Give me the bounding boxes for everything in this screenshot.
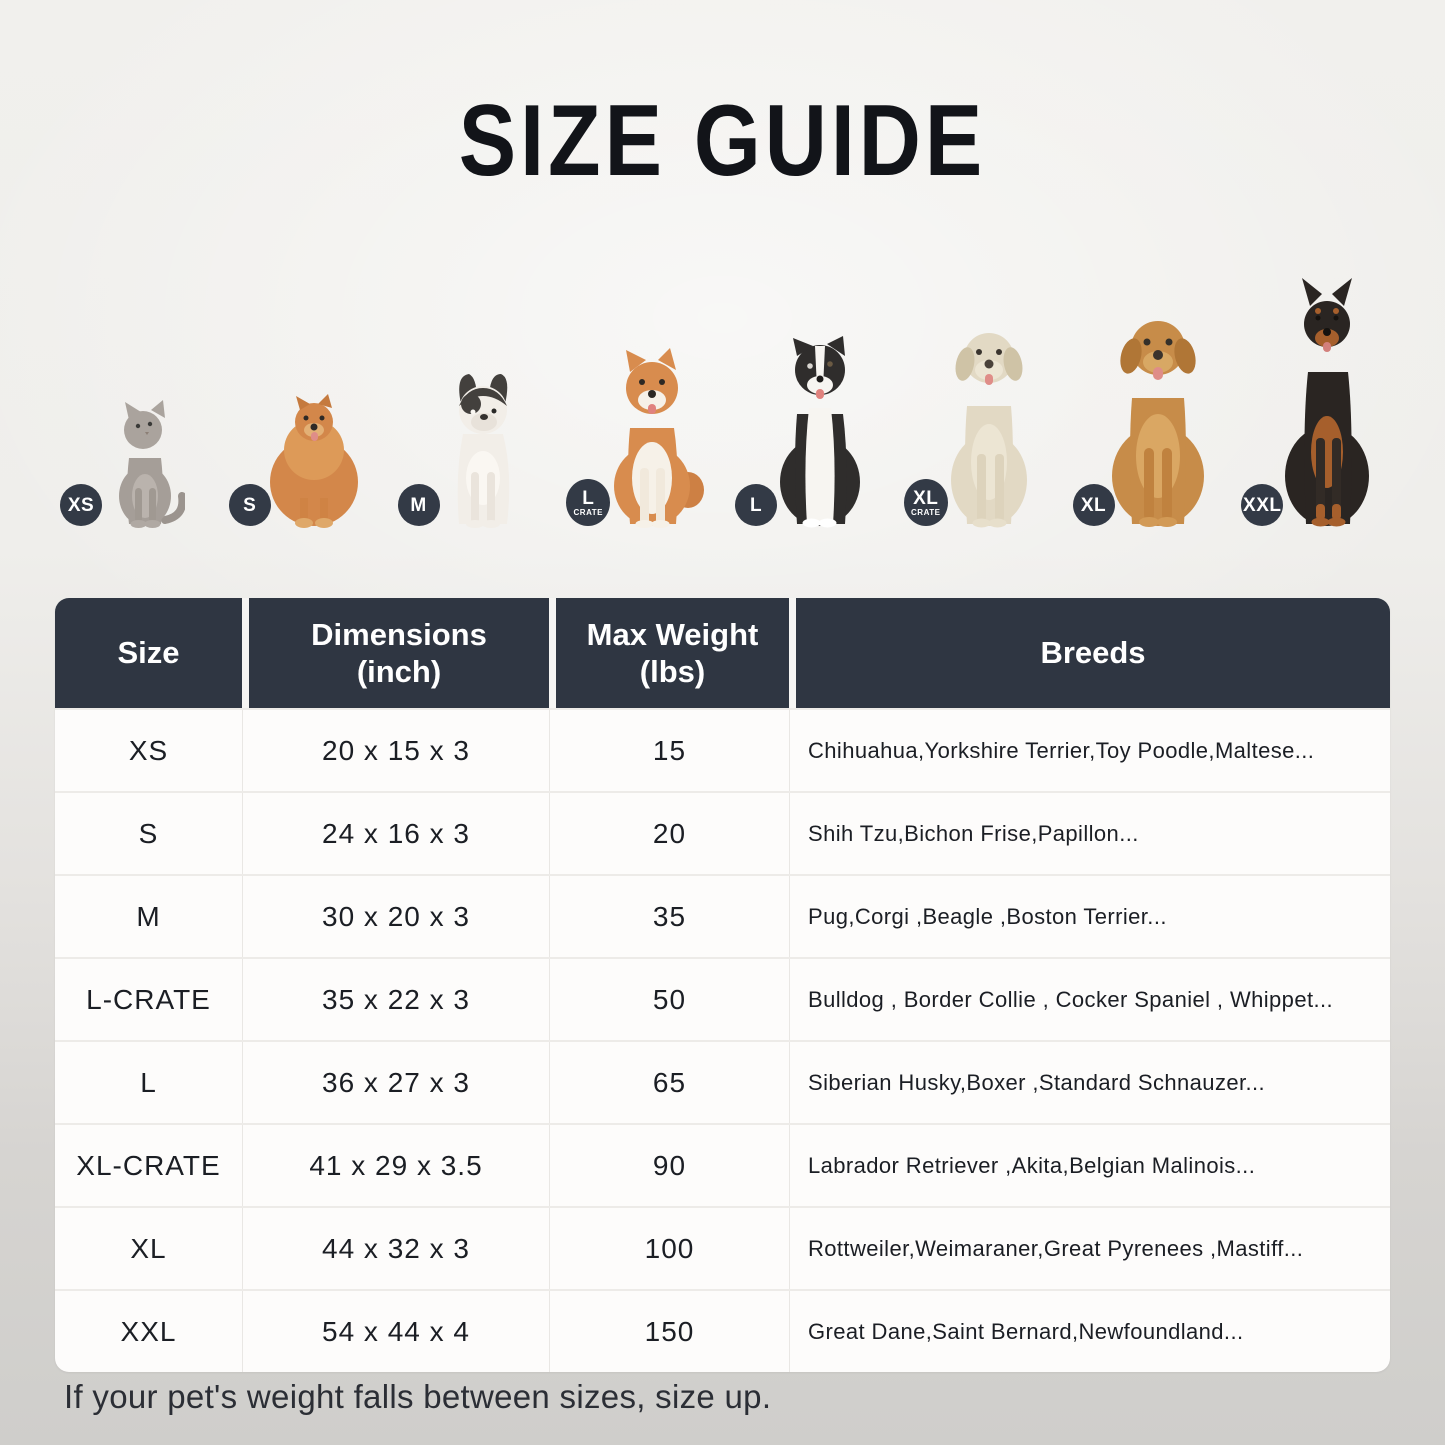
size-cell: XL (130, 1232, 167, 1264)
labrador-image (951, 333, 1028, 528)
size-badge-s: S (228, 484, 271, 526)
size-badge-label: XL (1080, 494, 1107, 516)
column-header-size: Size (55, 598, 242, 708)
size-badge-label: L (582, 487, 595, 509)
max-weight-cell: 150 (549, 1291, 789, 1372)
size-badge-xl-crate: XL CRATE (903, 479, 948, 526)
size-badge-label: XS (67, 494, 95, 516)
doberman-image (1284, 278, 1369, 527)
dimensions-cell: 54 x 44 x 4 (242, 1291, 549, 1372)
dimensions-cell: 20 x 15 x 3 (242, 710, 549, 791)
table-row-s: S 24 x 16 x 3 20 Shih Tzu,Bichon Frise,P… (55, 791, 1390, 874)
size-cell: XXL (120, 1315, 177, 1347)
size-badge-m: M (397, 484, 440, 526)
max-weight-cell: 90 (549, 1125, 789, 1206)
size-guide-table: Size Dimensions (inch) Max Weight (lbs) … (55, 598, 1390, 1372)
dimensions-cell: 35 x 22 x 3 (242, 959, 549, 1040)
animal-labrador: XL CRATE (892, 262, 1061, 528)
breeds-cell: Labrador Retriever ,Akita,Belgian Malino… (789, 1125, 1390, 1206)
header-sublabel: (inch) (356, 654, 442, 689)
animal-french-bulldog: M (386, 262, 555, 528)
max-weight-cell: 100 (549, 1208, 789, 1289)
breeds-cell: Bulldog , Border Collie , Cocker Spaniel… (789, 959, 1390, 1040)
column-header-max-weight: Max Weight (lbs) (549, 598, 789, 708)
size-badge-xxl: XXL (1241, 484, 1284, 526)
breeds-cell: Great Dane,Saint Bernard,Newfoundland... (789, 1291, 1390, 1372)
header-label: Breeds (1040, 635, 1146, 671)
animal-border-collie: L (723, 262, 892, 528)
breeds-cell: Shih Tzu,Bichon Frise,Papillon... (789, 793, 1390, 874)
breeds-cell: Rottweiler,Weimaraner,Great Pyrenees ,Ma… (789, 1208, 1390, 1289)
shiba-inu-image (613, 348, 704, 528)
size-badge-label: M (410, 494, 427, 516)
table-row-xl: XL 44 x 32 x 3 100 Rottweiler,Weimaraner… (55, 1206, 1390, 1289)
table-row-xs: XS 20 x 15 x 3 15 Chihuahua,Yorkshire Te… (55, 708, 1390, 791)
animal-golden-retriever: XL (1061, 262, 1230, 528)
table-row-xxl: XXL 54 x 44 x 4 150 Great Dane,Saint Ber… (55, 1289, 1390, 1372)
dimensions-cell: 44 x 32 x 3 (242, 1208, 549, 1289)
size-badge-sublabel: CRATE (911, 507, 941, 517)
dimensions-cell: 24 x 16 x 3 (242, 793, 549, 874)
size-badge-label: S (243, 494, 257, 516)
dimensions-cell: 41 x 29 x 3.5 (242, 1125, 549, 1206)
size-cell: L (140, 1066, 157, 1098)
size-badge-label: XXL (1243, 494, 1282, 516)
table-header-row: Size Dimensions (inch) Max Weight (lbs) … (55, 598, 1390, 708)
size-badge-l-crate: L CRATE (566, 479, 611, 526)
french-bulldog-image (457, 374, 510, 528)
breeds-cell: Chihuahua,Yorkshire Terrier,Toy Poodle,M… (789, 710, 1390, 791)
size-cell: M (136, 900, 161, 932)
max-weight-cell: 35 (549, 876, 789, 957)
animal-shiba-inu: L CRATE (554, 262, 723, 528)
header-label: Dimensions (311, 616, 487, 652)
size-badge-xl: XL (1072, 484, 1115, 526)
dimensions-cell: 36 x 27 x 3 (242, 1042, 549, 1123)
animal-size-row: XS S (48, 262, 1398, 528)
size-badge-xs: XS (60, 484, 102, 526)
table-row-l: L 36 x 27 x 3 65 Siberian Husky,Boxer ,S… (55, 1040, 1390, 1123)
animal-doberman: XXL (1229, 262, 1398, 528)
size-badge-label: XL (913, 487, 939, 509)
animal-pomeranian: S (217, 262, 386, 528)
breeds-cell: Siberian Husky,Boxer ,Standard Schnauzer… (789, 1042, 1390, 1123)
sizing-advice-note: If your pet's weight falls between sizes… (64, 1378, 772, 1415)
border-collie-image (780, 336, 861, 528)
size-cell: XL-CRATE (76, 1149, 221, 1181)
column-header-breeds: Breeds (789, 598, 1390, 708)
cat-image (119, 400, 186, 528)
size-cell: S (138, 817, 159, 849)
page-title: SIZE GUIDE (458, 84, 987, 198)
size-badge-label: L (749, 494, 763, 516)
table-row-l-crate: L-CRATE 35 x 22 x 3 50 Bulldog , Border … (55, 957, 1390, 1040)
size-badge-l: L (735, 484, 777, 526)
max-weight-cell: 15 (549, 710, 789, 791)
column-header-dimensions: Dimensions (inch) (242, 598, 549, 708)
table-row-xl-crate: XL-CRATE 41 x 29 x 3.5 90 Labrador Retri… (55, 1123, 1390, 1206)
animal-cat: XS (48, 262, 217, 528)
size-cell: L-CRATE (86, 983, 211, 1015)
max-weight-cell: 50 (549, 959, 789, 1040)
golden-retriever-image (1111, 321, 1204, 527)
size-cell: XS (128, 734, 169, 766)
max-weight-cell: 65 (549, 1042, 789, 1123)
size-badge-sublabel: CRATE (573, 507, 603, 517)
breeds-cell: Pug,Corgi ,Beagle ,Boston Terrier... (789, 876, 1390, 957)
table-row-m: M 30 x 20 x 3 35 Pug,Corgi ,Beagle ,Bost… (55, 874, 1390, 957)
header-label: Size (117, 635, 180, 671)
max-weight-cell: 20 (549, 793, 789, 874)
dimensions-cell: 30 x 20 x 3 (242, 876, 549, 957)
pomeranian-image (270, 394, 359, 528)
header-label: Max Weight (586, 616, 759, 652)
header-sublabel: (lbs) (639, 654, 706, 689)
